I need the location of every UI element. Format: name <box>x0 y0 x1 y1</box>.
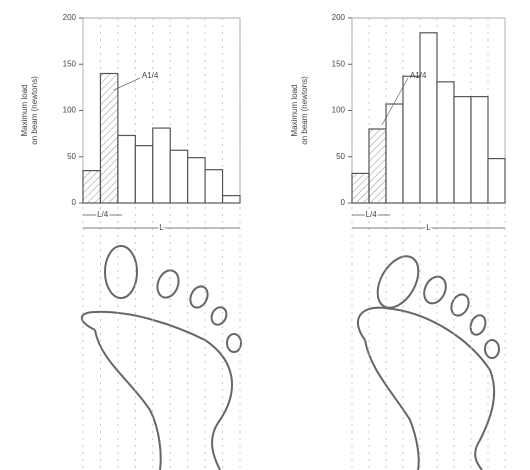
bar <box>488 159 505 203</box>
left-foot <box>82 246 241 470</box>
big-toe <box>105 246 137 298</box>
annotation: A1/4 <box>410 71 427 80</box>
length-label: L <box>426 223 431 232</box>
toe <box>154 267 182 300</box>
y-axis-label-line: on beam (newtons) <box>30 76 39 145</box>
toe <box>420 273 450 307</box>
annotation: A1/4 <box>142 71 159 80</box>
y-tick-label: 50 <box>336 152 345 161</box>
toe <box>209 305 229 327</box>
bar <box>205 170 222 203</box>
right-foot <box>358 249 499 470</box>
bar <box>170 150 187 203</box>
y-axis-label-line: Maximum load <box>20 84 29 136</box>
bar <box>403 76 420 203</box>
y-tick-label: 200 <box>63 13 77 22</box>
bar <box>471 97 488 203</box>
y-tick-label: 0 <box>72 198 77 207</box>
big-toe <box>369 249 426 314</box>
y-tick-label: 0 <box>341 198 346 207</box>
toe <box>227 334 241 352</box>
length-label: L <box>159 223 164 232</box>
y-tick-label: 200 <box>332 13 346 22</box>
y-tick-label: 100 <box>63 106 77 115</box>
bar <box>135 146 152 203</box>
bar <box>223 196 240 203</box>
y-tick-label: 150 <box>63 59 77 68</box>
y-tick-label: 50 <box>67 152 76 161</box>
bar <box>420 33 437 203</box>
bar <box>100 74 117 204</box>
figure: 050100150200Maximum loadon beam (newtons… <box>0 0 530 470</box>
y-tick-label: 100 <box>332 106 346 115</box>
y-axis-label-line: Maximum load <box>290 84 299 136</box>
toe <box>187 284 211 311</box>
y-axis-label: Maximum loadon beam (newtons) <box>20 76 39 145</box>
bar <box>454 97 471 203</box>
bar <box>188 158 205 203</box>
toe <box>485 340 499 358</box>
toe <box>448 292 472 319</box>
bar <box>437 82 454 203</box>
quarter-label: L/4 <box>366 210 378 219</box>
bar <box>386 104 403 203</box>
y-tick-label: 150 <box>332 59 346 68</box>
y-axis-label-line: on beam (newtons) <box>300 76 309 145</box>
bar <box>118 135 135 203</box>
bar <box>369 129 386 203</box>
bar <box>352 173 369 203</box>
sole <box>82 312 232 470</box>
y-axis-label: Maximum loadon beam (newtons) <box>290 76 309 145</box>
bar <box>153 128 170 203</box>
bar <box>83 171 100 203</box>
sole <box>358 308 494 470</box>
quarter-label: L/4 <box>97 210 109 219</box>
